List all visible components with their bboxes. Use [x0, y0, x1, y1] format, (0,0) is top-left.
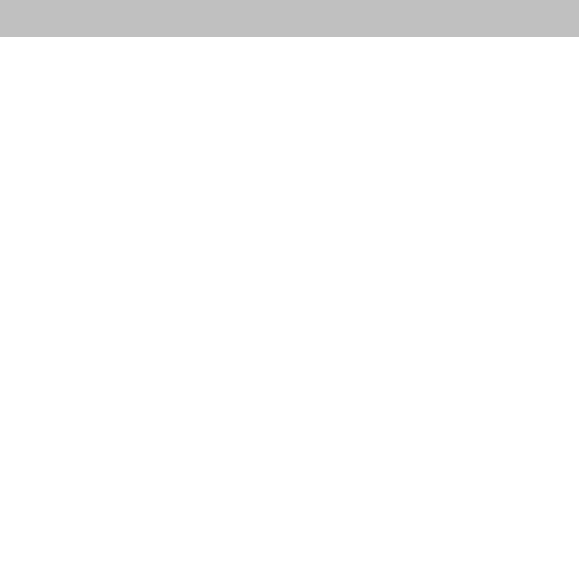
- Text: Question 5: Question 5: [27, 87, 87, 98]
- Bar: [417, 3, 504, 36]
- Bar: [42, 476, 142, 492]
- Circle shape: [14, 87, 24, 98]
- Bar: [8, 114, 568, 454]
- Bar: [82, 506, 96, 516]
- Bar: [8, 82, 568, 103]
- Text: POLS 1000 Adamian Fall 2024 - Zoom: POLS 1000 Adamian Fall 2024 - Zoom: [39, 15, 157, 21]
- Text: Module 6 Homework (Graphs of Other Trigonometric Functions): Module 6 Homework (Graphs of Other Trigo…: [10, 63, 555, 78]
- Text: Question Help:: Question Help:: [10, 504, 93, 514]
- Text: M  Module 5: M Module 5: [441, 15, 479, 21]
- Bar: [138, 84, 152, 100]
- Text: <: <: [140, 87, 149, 98]
- Bar: [6, 3, 191, 36]
- Text: Score: 10.4/30    Answered: 5/15: Score: 10.4/30 Answered: 5/15: [10, 80, 181, 90]
- Text: Video: Video: [98, 506, 129, 516]
- Text: ▾: ▾: [115, 87, 120, 98]
- Bar: [194, 3, 414, 36]
- Text: f(x) =: f(x) =: [10, 479, 46, 492]
- Text: Module 6 Homework (Graphs of Other Tr...: Module 6 Homework (Graphs of Other Tr...: [237, 15, 371, 21]
- Text: >: >: [157, 87, 167, 98]
- Bar: [155, 84, 169, 100]
- Text: Identify the function whose graph appears above.: Identify the function whose graph appear…: [10, 462, 305, 475]
- Text: Q: Q: [553, 433, 563, 446]
